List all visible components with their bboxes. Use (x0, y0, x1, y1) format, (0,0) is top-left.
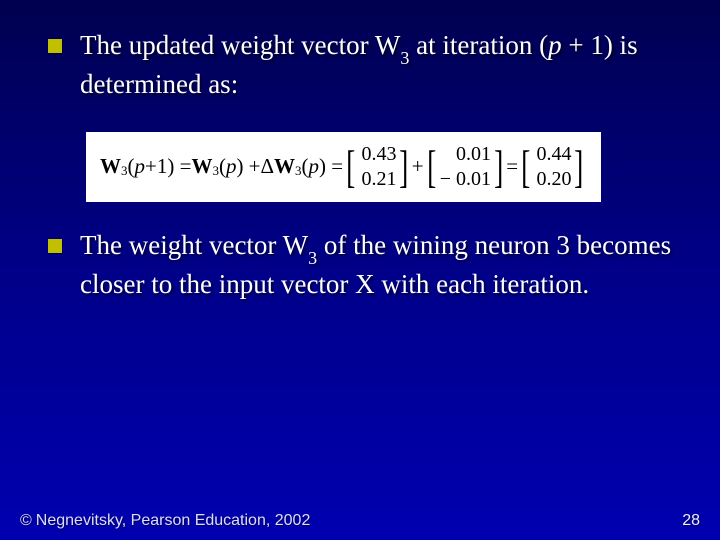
equation-container: W3(p +1) = W3(p) + ΔW3(p) = [ 0.43 0.21 … (48, 132, 672, 202)
eq-p1: p (135, 154, 146, 179)
eq-dW: W (274, 154, 295, 179)
vec3: 0.44 0.20 (533, 142, 571, 192)
b1-p: p (548, 30, 562, 60)
eq-eq: = (506, 154, 518, 179)
eq-sub2: 3 (212, 163, 219, 179)
bullet-text-1: The updated weight vector W3 at iteratio… (80, 28, 672, 102)
eq-p2: p (226, 154, 237, 179)
b2-pre: The weight vector W (80, 230, 308, 260)
v3-bot: 0.20 (536, 167, 571, 192)
footer-copyright: © Negnevitsky, Pearson Education, 2002 (20, 512, 310, 530)
eq-dsub: 3 (295, 163, 302, 179)
page-number: 28 (682, 512, 700, 530)
bullet-item-2: The weight vector W3 of the wining neuro… (48, 228, 672, 302)
b1-mid1: at iteration ( (409, 30, 548, 60)
v2-bot: − 0.01 (440, 167, 491, 192)
eq-sub1: 3 (121, 163, 128, 179)
copyright-symbol: © (20, 512, 32, 530)
bracket-r1: ] (400, 147, 409, 186)
bracket-r3: ] (575, 147, 584, 186)
eq-open1: ( (128, 154, 135, 179)
eq-W2: W (191, 154, 212, 179)
eq-W1: W (100, 154, 121, 179)
copyright-text: Negnevitsky, Pearson Education, 2002 (36, 512, 311, 530)
v2-top: 0.01 (456, 142, 491, 167)
eq-dclose: ) = (319, 154, 343, 179)
eq-dp: p (309, 154, 320, 179)
equation-box: W3(p +1) = W3(p) + ΔW3(p) = [ 0.43 0.21 … (86, 132, 601, 202)
v1-bot: 0.21 (361, 167, 396, 192)
b1-sub: 3 (400, 48, 409, 68)
bullet-marker (48, 239, 62, 253)
vec2: 0.01 − 0.01 (439, 142, 491, 192)
eq-close2: ) + (236, 154, 260, 179)
eq-open2: ( (219, 154, 226, 179)
eq-delta: Δ (261, 154, 275, 179)
footer: © Negnevitsky, Pearson Education, 2002 2… (20, 512, 700, 530)
b1-pre: The updated weight vector W (80, 30, 400, 60)
b2-sub: 3 (308, 248, 317, 268)
v1-top: 0.43 (361, 142, 396, 167)
bracket-l2: [ (427, 147, 436, 186)
bullet-marker (48, 39, 62, 53)
vec1: 0.43 0.21 (358, 142, 396, 192)
eq-dopen: ( (302, 154, 309, 179)
bullet-item-1: The updated weight vector W3 at iteratio… (48, 28, 672, 102)
eq-plus: + (412, 154, 424, 179)
eq-plus1: +1) = (145, 154, 191, 179)
bracket-r2: ] (494, 147, 503, 186)
v3-top: 0.44 (536, 142, 571, 167)
bullet-text-2: The weight vector W3 of the wining neuro… (80, 228, 672, 302)
bracket-l3: [ (521, 147, 530, 186)
bracket-l1: [ (346, 147, 355, 186)
